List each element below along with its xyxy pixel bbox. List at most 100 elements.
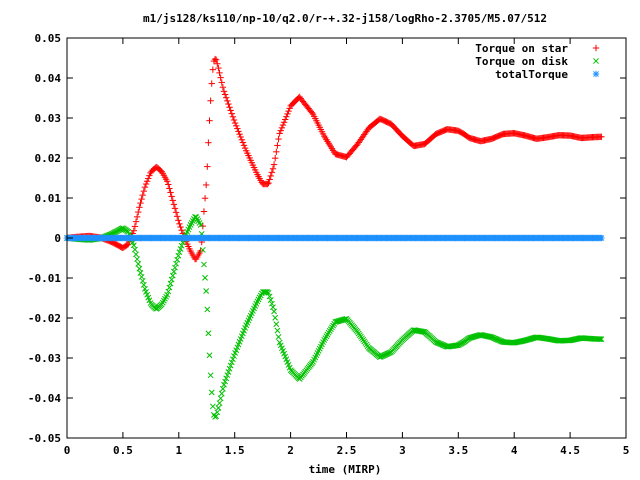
disk-torque-point <box>133 251 139 258</box>
disk-torque-point <box>274 327 281 334</box>
disk-torque-point <box>205 330 212 337</box>
x-tick-label: 2 <box>287 444 294 457</box>
star-torque-point <box>219 84 227 91</box>
series-0 <box>63 55 605 263</box>
star-torque-point <box>206 117 213 124</box>
star-torque-point <box>138 195 145 203</box>
disk-torque-point <box>174 256 181 263</box>
star-torque-point <box>177 223 184 231</box>
star-torque-point <box>216 69 223 77</box>
star-torque-point <box>164 178 171 185</box>
disk-torque-point <box>137 269 144 276</box>
disk-torque-point <box>596 336 603 343</box>
star-torque-point <box>165 181 172 188</box>
star-torque-point <box>218 79 225 86</box>
star-torque-point <box>234 125 241 132</box>
star-torque-point <box>209 66 217 73</box>
disk-torque-point <box>134 256 141 263</box>
disk-torque-point <box>166 284 173 291</box>
star-torque-point <box>241 144 249 152</box>
star-torque-point <box>283 113 290 120</box>
star-torque-point <box>233 122 240 130</box>
star-torque-point <box>178 227 185 234</box>
disk-torque-point <box>226 365 233 372</box>
star-torque-point <box>237 133 244 141</box>
x-tick-label: 1 <box>175 444 182 457</box>
y-tick-label: 0.04 <box>35 72 62 85</box>
x-tick-label: 2.5 <box>337 444 357 457</box>
disk-torque-point <box>231 353 237 359</box>
star-torque-point <box>145 175 152 182</box>
disk-torque-point <box>268 300 275 307</box>
disk-torque-point <box>216 400 223 407</box>
star-torque-point <box>223 94 230 101</box>
star-torque-point <box>274 142 281 149</box>
disk-torque-point <box>273 321 280 328</box>
x-tick-label: 0.5 <box>113 444 133 457</box>
star-torque-point <box>265 179 272 187</box>
disk-torque-point <box>176 249 183 256</box>
star-torque-point <box>136 204 143 211</box>
disk-torque-point <box>140 281 147 288</box>
star-torque-point <box>284 110 291 118</box>
star-torque-point <box>205 139 212 146</box>
star-torque-point <box>227 107 234 114</box>
disk-torque-point <box>275 334 282 340</box>
disk-torque-point <box>209 403 216 410</box>
star-torque-point <box>277 127 284 134</box>
star-torque-point <box>135 208 142 216</box>
disk-torque-point <box>132 246 138 253</box>
disk-torque-point <box>267 297 274 303</box>
series-2 <box>63 234 605 242</box>
star-torque-point <box>137 199 144 207</box>
disk-torque-point <box>135 261 142 267</box>
star-torque-point <box>231 119 239 127</box>
disk-torque-point <box>262 289 269 295</box>
series-1 <box>64 214 605 420</box>
disk-torque-point <box>173 260 180 267</box>
legend-label-star: Torque on star <box>475 42 568 55</box>
star-torque-point <box>175 217 182 224</box>
star-torque-point <box>170 201 178 208</box>
x-tick-label: 5 <box>623 444 630 457</box>
disk-torque-point <box>138 273 145 280</box>
star-torque-point <box>268 169 276 176</box>
x-tick-label: 3.5 <box>448 444 468 457</box>
star-torque-point <box>215 64 222 72</box>
star-torque-point <box>212 56 220 63</box>
disk-torque-point <box>197 222 204 228</box>
y-tick-label: -0.03 <box>28 352 61 365</box>
star-torque-point <box>174 213 181 220</box>
y-tick-label: 0 <box>54 232 61 245</box>
star-torque-point <box>172 209 180 216</box>
disk-torque-point <box>265 289 272 296</box>
star-torque-point <box>239 139 247 146</box>
disk-torque-point <box>228 359 235 366</box>
disk-torque-point <box>201 261 207 268</box>
star-torque-point <box>224 97 231 105</box>
star-torque-point <box>598 133 605 140</box>
series-layer <box>63 55 605 420</box>
star-torque-point <box>197 247 204 255</box>
chart-title: m1/js128/ks110/np-10/q2.0/r-+.32-j158/lo… <box>143 12 547 25</box>
y-tick-label: 0.02 <box>35 152 62 165</box>
disk-torque-point <box>139 277 146 284</box>
star-torque-point <box>133 213 141 221</box>
x-tick-label: 1.5 <box>225 444 245 457</box>
star-torque-point <box>131 223 139 230</box>
star-torque-point <box>146 172 153 179</box>
disk-torque-point <box>222 378 229 385</box>
legend-label-total: totalTorque <box>495 68 568 81</box>
star-torque-point <box>221 91 229 98</box>
star-torque-point <box>169 197 176 204</box>
disk-torque-point <box>208 389 215 396</box>
disk-torque-point <box>214 409 221 416</box>
y-tick-label: -0.02 <box>28 312 61 325</box>
star-torque-point <box>140 187 148 195</box>
disk-torque-point <box>178 242 185 249</box>
star-torque-point <box>202 181 210 189</box>
y-tick-label: 0.01 <box>35 192 62 205</box>
star-torque-point <box>166 185 173 192</box>
disk-torque-point <box>167 280 174 287</box>
disk-torque-point <box>225 369 232 375</box>
